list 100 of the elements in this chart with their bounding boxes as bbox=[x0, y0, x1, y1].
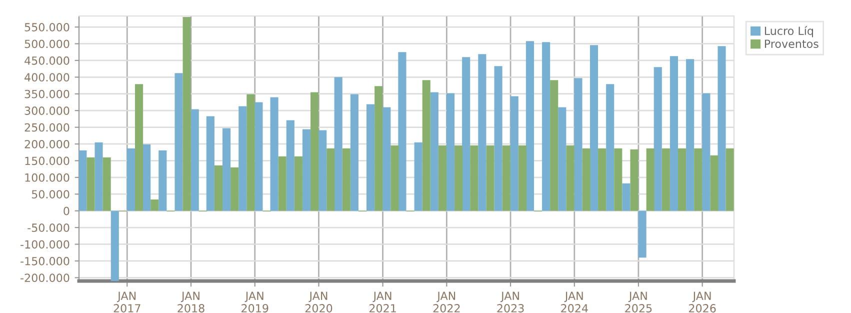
bar bbox=[710, 155, 718, 211]
bar bbox=[702, 93, 710, 211]
bar bbox=[398, 52, 406, 211]
bar bbox=[174, 73, 183, 211]
bar bbox=[558, 107, 566, 211]
y-tick-label: 300.000 bbox=[24, 106, 70, 115]
y-tick-label: -100.000 bbox=[20, 240, 70, 249]
bar bbox=[270, 97, 278, 211]
bar bbox=[718, 46, 726, 211]
bar bbox=[94, 142, 103, 211]
bar bbox=[550, 80, 558, 211]
y-tick-label: 150.000 bbox=[25, 156, 70, 166]
bar bbox=[646, 148, 654, 211]
bar bbox=[582, 148, 590, 211]
y-tick-label: 400.000 bbox=[24, 73, 70, 82]
x-tick-label: JAN 2017 bbox=[114, 292, 140, 312]
bar bbox=[246, 94, 255, 211]
y-tick-label: 50.000 bbox=[32, 190, 70, 198]
bar bbox=[590, 45, 598, 211]
bar bbox=[614, 148, 622, 211]
bar bbox=[350, 94, 358, 211]
bar bbox=[158, 150, 167, 211]
bar bbox=[510, 96, 518, 211]
bar bbox=[414, 142, 422, 211]
bar bbox=[142, 144, 151, 211]
bar bbox=[254, 102, 263, 211]
y-tick-label: 550.000 bbox=[24, 23, 70, 32]
bar bbox=[478, 54, 486, 211]
y-tick-label: -50.000 bbox=[28, 224, 70, 232]
bar bbox=[654, 67, 662, 211]
y-tick-label: 200.000 bbox=[24, 140, 70, 148]
bar bbox=[206, 116, 214, 211]
bar bbox=[230, 167, 239, 211]
x-tick-label: JAN 2022 bbox=[433, 292, 460, 312]
y-tick-label: 100.000 bbox=[25, 173, 70, 182]
bar bbox=[542, 42, 550, 211]
bar bbox=[422, 80, 430, 211]
y-tick-label: 450.000 bbox=[24, 56, 70, 65]
y-tick-label: 250.000 bbox=[24, 123, 70, 132]
legend-label: Lucro Líq bbox=[764, 26, 813, 38]
y-tick-label: 350.000 bbox=[24, 90, 70, 98]
bar bbox=[462, 57, 470, 211]
x-tick-label: JAN 2024 bbox=[561, 292, 588, 312]
bar bbox=[294, 156, 302, 211]
bar bbox=[102, 157, 111, 211]
bar bbox=[502, 145, 510, 211]
bar bbox=[678, 148, 686, 211]
bar bbox=[670, 56, 678, 211]
bar bbox=[446, 93, 455, 211]
bar bbox=[190, 109, 199, 211]
x-tick-label: JAN 2019 bbox=[242, 292, 268, 312]
bar bbox=[438, 145, 446, 211]
y-tick-label: -150.000 bbox=[20, 256, 70, 266]
bar bbox=[286, 120, 294, 211]
bar bbox=[334, 77, 342, 211]
bar bbox=[86, 157, 95, 211]
bar bbox=[374, 86, 383, 211]
bar bbox=[526, 41, 534, 211]
bar bbox=[382, 107, 391, 211]
bar bbox=[150, 199, 159, 211]
y-tick-label: -200.000 bbox=[20, 274, 70, 282]
bar bbox=[574, 78, 582, 211]
bar bbox=[494, 66, 502, 211]
bar bbox=[342, 148, 350, 211]
bar bbox=[430, 92, 438, 211]
x-tick-label: JAN 2023 bbox=[497, 292, 524, 312]
bar bbox=[662, 148, 670, 211]
x-tick-label: JAN 2025 bbox=[625, 292, 652, 312]
x-tick-label: JAN 2026 bbox=[689, 292, 716, 312]
bar bbox=[110, 210, 119, 281]
bar bbox=[566, 145, 574, 211]
bar bbox=[302, 129, 311, 211]
bar bbox=[454, 145, 463, 211]
y-tick-label: 0 bbox=[64, 206, 70, 216]
bar bbox=[390, 145, 399, 211]
x-tick-label: JAN 2020 bbox=[305, 292, 332, 312]
bar bbox=[598, 148, 606, 211]
bar bbox=[518, 145, 526, 211]
bar bbox=[366, 104, 375, 211]
bar bbox=[686, 59, 694, 211]
x-tick-label: JAN 2018 bbox=[178, 292, 204, 312]
bar bbox=[726, 148, 734, 211]
bar bbox=[694, 148, 702, 211]
bar bbox=[326, 148, 335, 211]
bar bbox=[79, 150, 87, 211]
bar bbox=[622, 183, 630, 211]
bar bbox=[318, 130, 327, 211]
bar bbox=[630, 149, 638, 211]
bar bbox=[182, 17, 191, 211]
bar bbox=[126, 148, 135, 211]
bar bbox=[214, 165, 222, 211]
bar bbox=[606, 84, 614, 211]
bar bbox=[310, 92, 319, 211]
bar bbox=[486, 145, 494, 211]
x-tick-label: JAN 2021 bbox=[369, 292, 396, 312]
bar bbox=[278, 156, 286, 211]
legend-label: Proventos bbox=[764, 40, 818, 48]
bar bbox=[238, 106, 247, 211]
bar bbox=[638, 210, 646, 258]
bar bbox=[135, 84, 144, 211]
